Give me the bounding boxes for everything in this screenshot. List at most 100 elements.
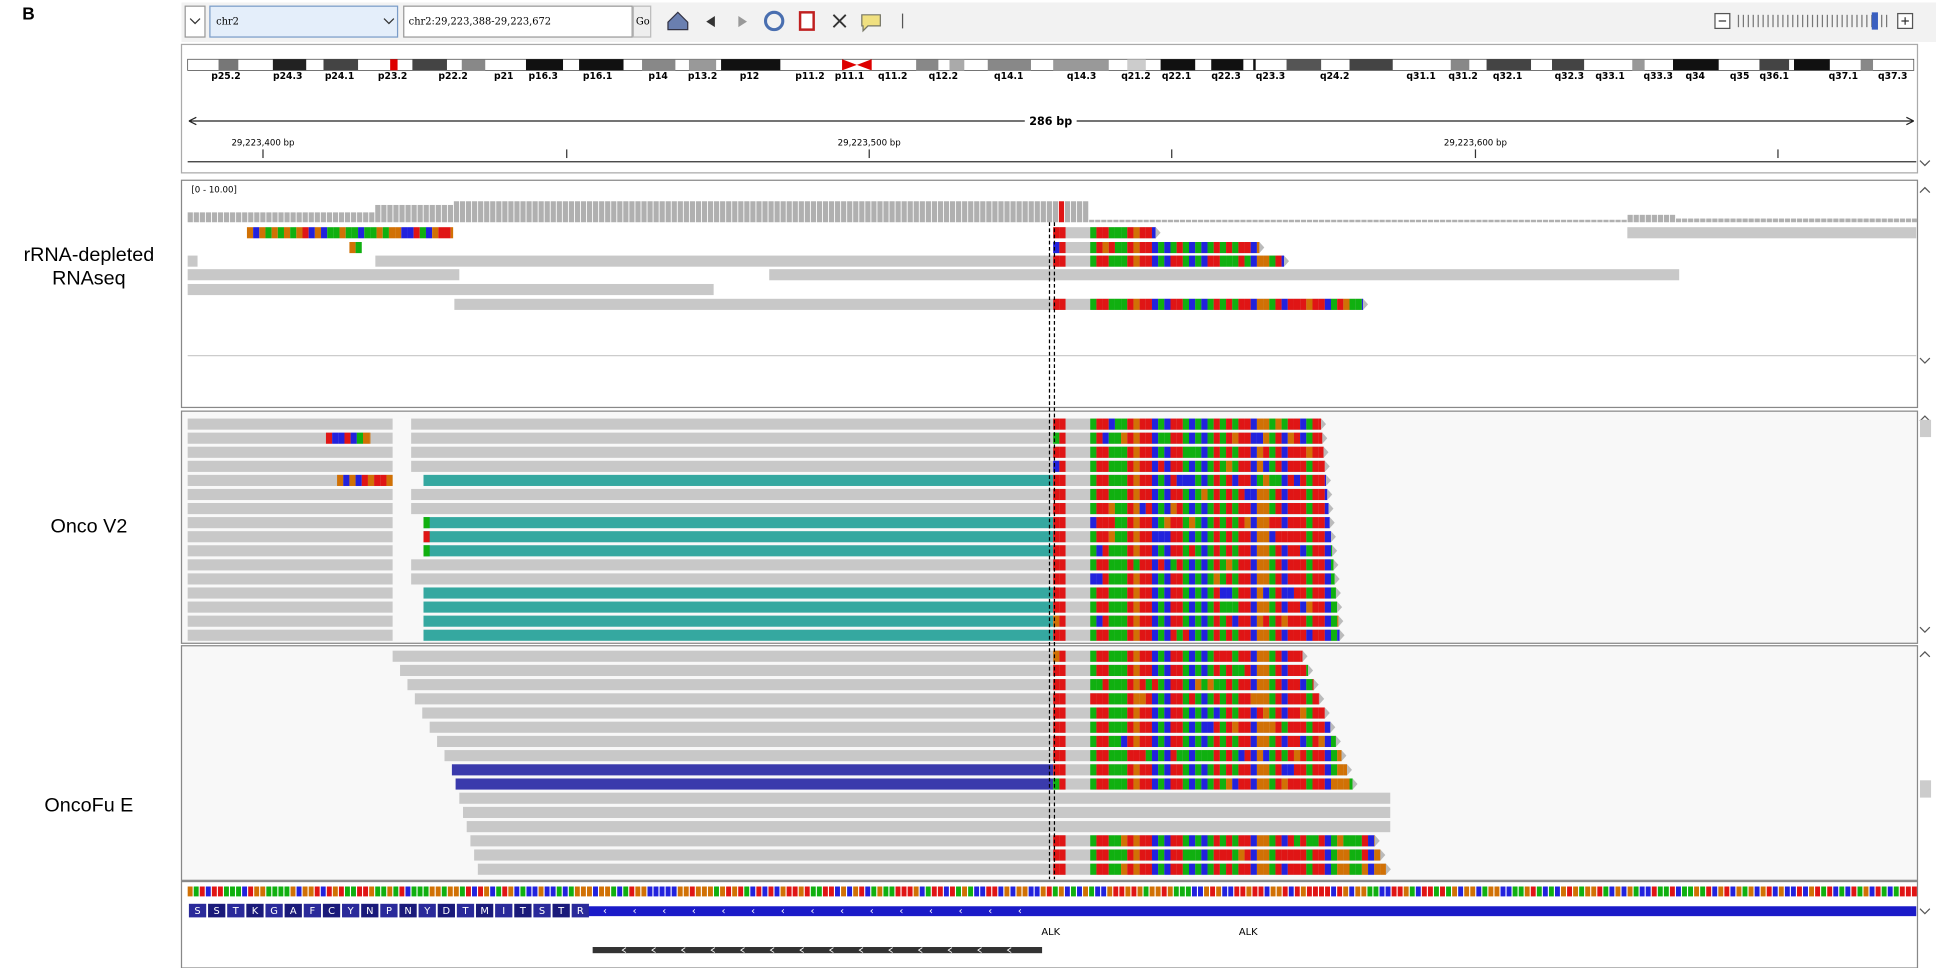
coverage-bar bbox=[901, 201, 907, 223]
coverage-bar bbox=[1633, 214, 1639, 223]
mismatch bbox=[1133, 242, 1140, 254]
band bbox=[1632, 59, 1645, 71]
mismatch bbox=[1244, 849, 1251, 861]
mismatch bbox=[1213, 615, 1220, 627]
coverage-bar bbox=[883, 201, 889, 223]
read-arrow bbox=[1324, 707, 1330, 719]
base bbox=[1536, 886, 1542, 897]
back-icon[interactable] bbox=[706, 16, 715, 28]
base bbox=[1742, 886, 1748, 897]
mismatch bbox=[1059, 849, 1066, 861]
base bbox=[351, 886, 356, 897]
coverage-bar bbox=[1095, 219, 1101, 223]
mismatch bbox=[1324, 488, 1328, 501]
mismatch bbox=[1287, 693, 1294, 705]
mismatch bbox=[1306, 601, 1313, 613]
mismatch bbox=[1158, 679, 1165, 691]
base bbox=[1361, 886, 1367, 897]
mismatch bbox=[1250, 446, 1257, 458]
refresh-icon[interactable] bbox=[763, 10, 785, 32]
go-label: Go bbox=[636, 17, 650, 28]
scroll-thumb bbox=[1919, 780, 1932, 798]
coverage-bar bbox=[1615, 219, 1621, 223]
mismatch bbox=[1275, 531, 1282, 543]
base bbox=[1827, 886, 1833, 897]
mismatch bbox=[1207, 503, 1214, 515]
base bbox=[1863, 886, 1869, 897]
mismatch bbox=[1195, 488, 1202, 501]
coverage-bar bbox=[1905, 218, 1912, 223]
coverage-bar bbox=[1216, 219, 1222, 223]
mismatch bbox=[1189, 707, 1196, 719]
coverage-bar bbox=[1821, 218, 1827, 223]
mismatch bbox=[1139, 488, 1146, 501]
base bbox=[423, 886, 429, 897]
read bbox=[423, 615, 1054, 627]
mismatch bbox=[1232, 460, 1239, 472]
mismatch bbox=[1244, 764, 1251, 776]
mismatch bbox=[1189, 778, 1196, 790]
mismatch bbox=[1053, 664, 1060, 676]
mismatch bbox=[1164, 255, 1171, 267]
mismatch bbox=[1324, 503, 1329, 515]
base bbox=[1276, 886, 1282, 897]
mismatch bbox=[1096, 849, 1103, 861]
mismatch bbox=[1232, 693, 1239, 705]
read bbox=[187, 418, 393, 430]
mismatch bbox=[1293, 446, 1301, 458]
mismatch bbox=[1133, 255, 1140, 267]
mismatch bbox=[1114, 446, 1122, 458]
mismatch bbox=[1293, 517, 1301, 529]
mismatch bbox=[1300, 849, 1307, 861]
coverage-bar bbox=[1040, 201, 1046, 223]
mismatch bbox=[1306, 488, 1313, 501]
base bbox=[1518, 886, 1524, 897]
coverage-bar bbox=[641, 201, 647, 223]
mismatch bbox=[1312, 298, 1319, 310]
dropdown-button[interactable] bbox=[184, 5, 206, 38]
mismatch bbox=[1306, 446, 1313, 458]
mismatch bbox=[1164, 446, 1171, 458]
home-icon[interactable] bbox=[667, 11, 689, 31]
mismatch bbox=[1244, 863, 1251, 875]
mismatch bbox=[1158, 735, 1165, 747]
resize-icon[interactable] bbox=[832, 14, 847, 28]
chromosome-dropdown[interactable] bbox=[209, 5, 399, 38]
coverage-bar bbox=[1034, 201, 1040, 223]
read bbox=[187, 474, 393, 486]
mismatch bbox=[1176, 517, 1183, 529]
mismatch bbox=[1287, 629, 1294, 641]
mismatch bbox=[1300, 735, 1307, 747]
locus-box[interactable] bbox=[403, 5, 633, 38]
scrollbars[interactable] bbox=[1919, 160, 1932, 915]
go-button[interactable] bbox=[632, 5, 652, 38]
mismatch bbox=[1312, 721, 1319, 733]
mismatch bbox=[1182, 242, 1190, 254]
region-icon[interactable] bbox=[798, 11, 815, 31]
mismatch bbox=[1287, 432, 1294, 444]
chevron bbox=[383, 18, 395, 25]
base bbox=[919, 886, 925, 897]
coverage-bar bbox=[1694, 218, 1700, 223]
coverage-bar bbox=[1536, 219, 1543, 223]
base bbox=[980, 886, 986, 897]
mismatch bbox=[1164, 849, 1171, 861]
base bbox=[1682, 886, 1687, 897]
mismatch bbox=[1256, 488, 1264, 501]
mismatch bbox=[1108, 298, 1115, 310]
coverage-bar bbox=[459, 201, 466, 223]
zoom-slider[interactable] bbox=[1737, 12, 1888, 30]
mismatch bbox=[1201, 418, 1208, 430]
mismatch bbox=[1275, 735, 1282, 747]
mismatch bbox=[1145, 721, 1152, 733]
coverage-bar bbox=[1028, 201, 1034, 223]
mismatch bbox=[1300, 863, 1307, 875]
mismatch bbox=[1151, 650, 1159, 662]
base bbox=[1772, 886, 1778, 897]
forward-icon[interactable] bbox=[738, 16, 747, 28]
popup-icon[interactable] bbox=[861, 14, 881, 33]
mismatch bbox=[1300, 559, 1307, 571]
mismatch bbox=[1164, 587, 1171, 599]
mismatch bbox=[1121, 573, 1128, 585]
